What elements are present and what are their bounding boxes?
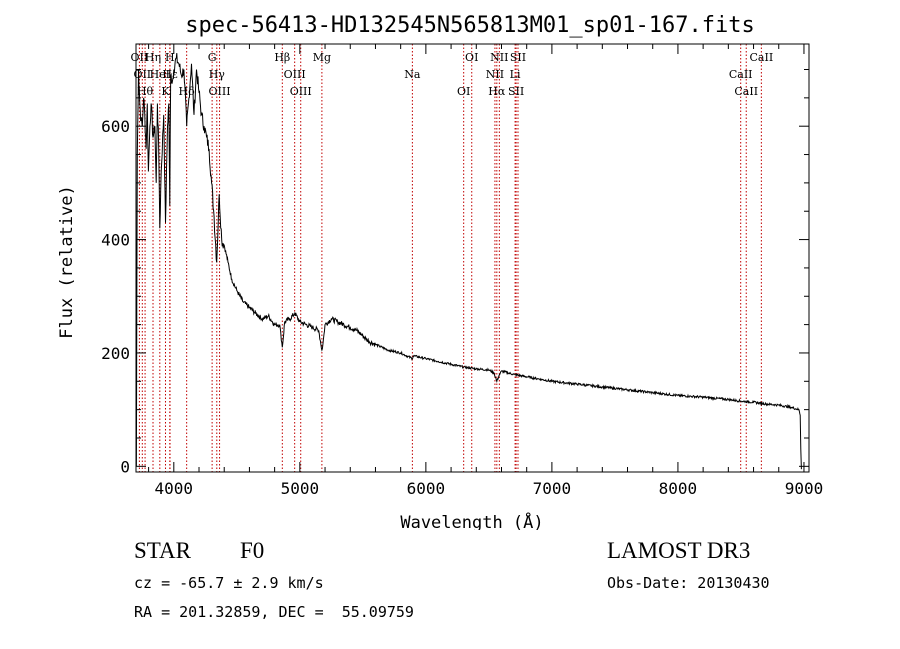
- line-marker-label: SII: [508, 85, 524, 98]
- line-marker-label: NII: [486, 68, 504, 81]
- line-marker-label: H: [165, 51, 175, 64]
- line-marker-label: HeI: [150, 68, 170, 81]
- line-marker-label: Na: [404, 68, 421, 81]
- x-tick-label: 7000: [533, 479, 572, 498]
- redshift-cz: cz = -65.7 ± 2.9 km/s: [134, 574, 324, 592]
- line-marker-label: CaII: [734, 85, 758, 98]
- x-tick-label: 4000: [155, 479, 194, 498]
- object-class: STAR: [134, 538, 191, 563]
- y-axis-ticks: 0 200 400 600: [101, 69, 809, 476]
- spectral-line-markers: [138, 44, 762, 472]
- plot-frame: [135, 43, 810, 473]
- y-tick-label: 600: [101, 117, 130, 136]
- line-marker-label: Mg: [313, 51, 331, 64]
- y-tick-label: 400: [101, 231, 130, 250]
- chart-title: spec-56413-HD132545N565813M01_sp01-167.f…: [185, 13, 755, 38]
- spectrum-line: [135, 53, 802, 470]
- object-subclass: F0: [240, 538, 265, 563]
- line-marker-label: Hδ: [179, 85, 196, 98]
- line-marker-label: Hη: [145, 51, 161, 64]
- line-marker-label: OIII: [290, 85, 312, 98]
- line-marker-label: K: [161, 85, 170, 98]
- y-axis-label: Flux (relative): [57, 185, 77, 339]
- line-marker-label: Li: [510, 68, 521, 81]
- obs-date: Obs-Date: 20130430: [607, 574, 770, 592]
- x-tick-label: 5000: [281, 479, 320, 498]
- line-marker-label: OIII: [209, 85, 231, 98]
- x-tick-label: 9000: [785, 479, 824, 498]
- x-axis-ticks: 4000 5000 6000 7000 8000 9000: [148, 44, 824, 498]
- spectral-line-labels: OIIOIIHθHηHeIKHHεHδGHγOIIIHβOIIIOIIIMgNa…: [131, 51, 774, 98]
- line-marker-label: Hθ: [137, 85, 154, 98]
- line-marker-label: OII: [131, 51, 149, 64]
- x-tick-label: 6000: [407, 479, 446, 498]
- line-marker-label: OI: [465, 51, 478, 64]
- line-marker-label: CaII: [750, 51, 774, 64]
- y-tick-label: 200: [101, 344, 130, 363]
- line-marker-label: Hβ: [274, 51, 290, 64]
- line-marker-label: OIII: [284, 68, 306, 81]
- line-marker-label: OII: [133, 68, 151, 81]
- y-tick-label: 0: [120, 457, 130, 476]
- line-marker-label: NII: [490, 51, 508, 64]
- line-marker-label: Hα: [488, 85, 506, 98]
- coordinates: RA = 201.32859, DEC = 55.09759: [134, 603, 414, 621]
- x-tick-label: 8000: [659, 479, 698, 498]
- line-marker-label: CaII: [729, 68, 753, 81]
- spectrum-chart: spec-56413-HD132545N565813M01_sp01-167.f…: [57, 13, 824, 530]
- line-marker-label: SII: [510, 51, 526, 64]
- line-marker-label: OI: [457, 85, 470, 98]
- survey-name: LAMOST DR3: [607, 538, 751, 563]
- line-marker-label: Hγ: [209, 68, 226, 81]
- x-axis-label: Wavelength (Å): [400, 511, 543, 530]
- line-marker-label: G: [208, 51, 217, 64]
